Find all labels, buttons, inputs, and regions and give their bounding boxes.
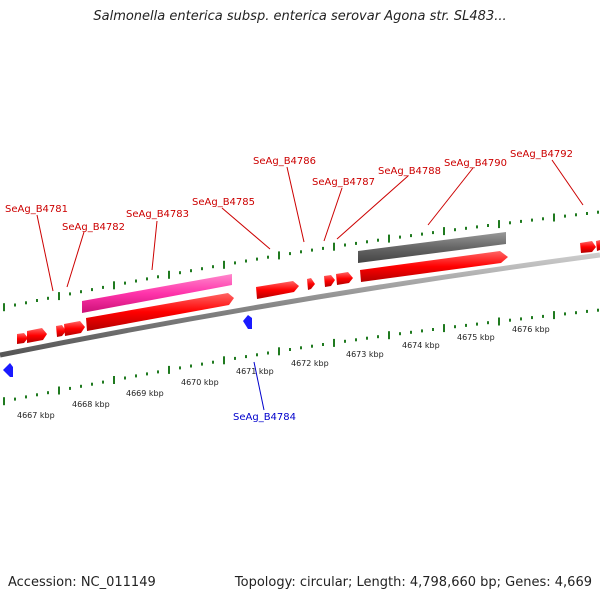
genome-backbone xyxy=(0,252,600,358)
cds-arrow-reverse[interactable] xyxy=(3,363,13,377)
gene-label[interactable]: SeAg_B4784 xyxy=(233,412,296,423)
cds-arrow[interactable] xyxy=(360,251,508,282)
gene-label[interactable]: SeAg_B4790 xyxy=(444,158,507,169)
gene-label[interactable]: SeAg_B4785 xyxy=(192,197,255,208)
map-title: Salmonella enterica subsp. enterica sero… xyxy=(93,9,507,24)
scale-label: 4672 kbp xyxy=(291,359,329,368)
cds-arrow[interactable] xyxy=(336,272,353,285)
inner-scale-ring xyxy=(3,308,599,406)
highlight-bar-gray[interactable] xyxy=(358,232,506,263)
scale-label: 4671 kbp xyxy=(236,367,274,376)
gene-label[interactable]: SeAg_B4786 xyxy=(253,156,316,167)
cds-arrow[interactable] xyxy=(56,325,66,337)
scale-label: 4670 kbp xyxy=(181,378,219,387)
cds-arrow[interactable] xyxy=(27,328,47,343)
gene-label[interactable]: SeAg_B4787 xyxy=(312,177,375,188)
scale-labels: 4667 kbp 4668 kbp 4669 kbp 4670 kbp 4671… xyxy=(17,325,550,420)
gene-label[interactable]: SeAg_B4788 xyxy=(378,166,441,177)
scale-label: 4674 kbp xyxy=(402,341,440,350)
scale-label: 4675 kbp xyxy=(457,333,495,342)
scale-label: 4668 kbp xyxy=(72,400,110,409)
cds-arrow[interactable] xyxy=(256,281,299,299)
cds-arrow[interactable] xyxy=(64,321,85,336)
cds-forward-track xyxy=(17,240,600,344)
cds-arrow[interactable] xyxy=(580,241,596,253)
cds-arrow[interactable] xyxy=(307,278,315,290)
gene-labels: SeAg_B4781 SeAg_B4782 SeAg_B4783 SeAg_B4… xyxy=(5,149,573,423)
gene-label[interactable]: SeAg_B4792 xyxy=(510,149,573,160)
cds-arrow[interactable] xyxy=(17,333,28,344)
highlight-bar-pink[interactable] xyxy=(82,274,232,313)
cds-arrow[interactable] xyxy=(324,275,335,287)
outer-tick-ring xyxy=(3,210,599,312)
scale-label: 4676 kbp xyxy=(512,325,550,334)
scale-label: 4673 kbp xyxy=(346,350,384,359)
gene-label[interactable]: SeAg_B4781 xyxy=(5,204,68,215)
gene-leader-lines xyxy=(36,159,584,411)
cds-reverse-track xyxy=(3,315,252,377)
gene-label[interactable]: SeAg_B4783 xyxy=(126,209,189,220)
cds-arrow[interactable] xyxy=(596,240,600,251)
gene-label[interactable]: SeAg_B4782 xyxy=(62,222,125,233)
summary-text: Topology: circular; Length: 4,798,660 bp… xyxy=(234,575,592,590)
scale-label: 4669 kbp xyxy=(126,389,164,398)
cds-arrow[interactable] xyxy=(86,293,234,331)
cds-arrow-reverse[interactable] xyxy=(243,315,252,329)
accession-text: Accession: NC_011149 xyxy=(8,575,156,590)
scale-label: 4667 kbp xyxy=(17,411,55,420)
